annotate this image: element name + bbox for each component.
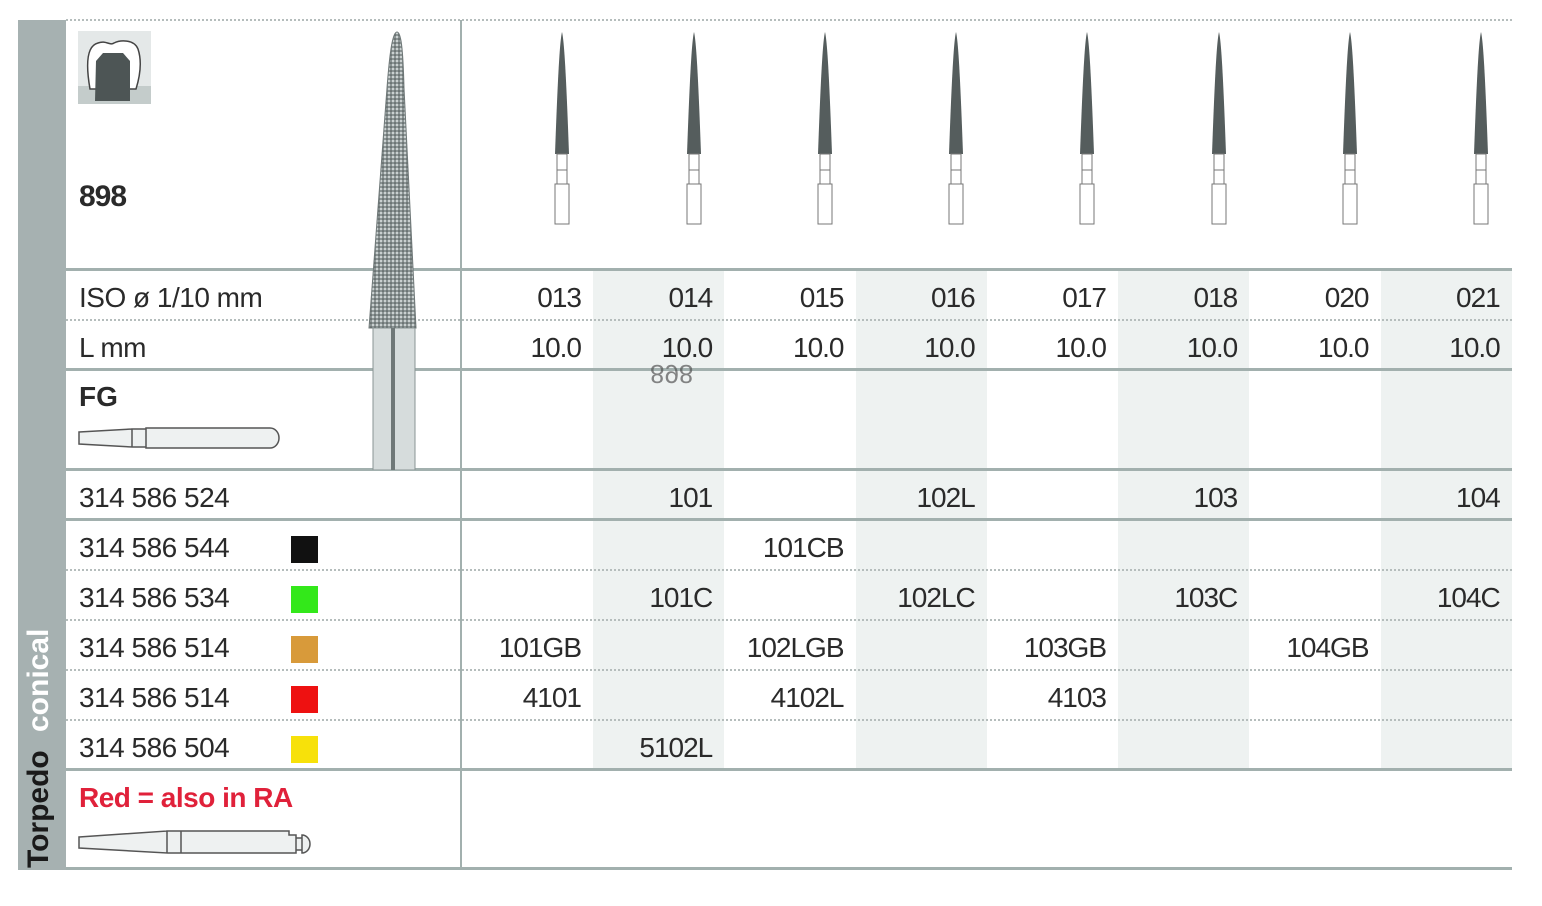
divider bbox=[66, 619, 1512, 621]
ref-number: 101C bbox=[649, 582, 713, 613]
order-code: 314 586 514 bbox=[79, 632, 230, 663]
ref-number: 104C bbox=[1436, 582, 1501, 613]
divider bbox=[66, 518, 1512, 521]
shank-type: FG bbox=[79, 381, 118, 412]
bur-image bbox=[948, 32, 964, 225]
ref-number: 101 bbox=[668, 482, 714, 513]
product-number: 898 bbox=[79, 180, 127, 213]
ra-shank-icon bbox=[78, 830, 311, 854]
ref-number: 102LC bbox=[897, 582, 976, 613]
top-border bbox=[66, 19, 1512, 21]
shape-label: Torpedo bbox=[22, 750, 55, 868]
ref-number: 103GB bbox=[1023, 632, 1107, 663]
length-value: 10.0 bbox=[924, 332, 976, 363]
ref-number: 102LGB bbox=[746, 632, 845, 663]
ref-number: 4103 bbox=[1047, 682, 1107, 713]
length-row-label: L mm bbox=[79, 332, 146, 363]
iso-size: 020 bbox=[1324, 282, 1370, 313]
bottom-border bbox=[66, 867, 1512, 870]
divider bbox=[66, 569, 1512, 571]
order-code: 314 586 504 bbox=[79, 732, 230, 763]
iso-size: 018 bbox=[1193, 282, 1239, 313]
bur-image bbox=[554, 32, 570, 225]
order-code: 314 586 524 bbox=[79, 482, 230, 513]
order-code: 314 586 514 bbox=[79, 682, 230, 713]
tooth-crown-icon bbox=[78, 31, 151, 104]
divider bbox=[66, 768, 1512, 771]
length-value: 10.0 bbox=[1055, 332, 1108, 363]
iso-size: 014 bbox=[668, 282, 714, 313]
ref-number: 101GB bbox=[498, 632, 582, 663]
column-divider bbox=[460, 20, 462, 870]
iso-size: 015 bbox=[799, 282, 845, 313]
ref-number: 102L bbox=[916, 482, 975, 513]
ref-number: 5102L bbox=[639, 732, 713, 763]
length-value: 10.0 bbox=[1186, 332, 1239, 363]
shape-sublabel: conical bbox=[22, 628, 55, 732]
iso-row-label: ISO ø 1/10 mm bbox=[79, 282, 263, 313]
ref-number: 103C bbox=[1174, 582, 1238, 613]
grit-color-swatch bbox=[291, 736, 318, 763]
bur-image bbox=[1473, 32, 1489, 225]
bur-image bbox=[686, 32, 701, 225]
ra-note: Red = also in RA bbox=[79, 782, 293, 813]
bur-image bbox=[817, 32, 833, 225]
divider bbox=[66, 319, 1512, 321]
ref-number: 4101 bbox=[522, 682, 582, 713]
fg-shank-icon bbox=[78, 427, 280, 449]
divider bbox=[66, 368, 1512, 371]
iso-size: 016 bbox=[931, 282, 976, 313]
divider bbox=[66, 669, 1512, 671]
divider bbox=[66, 468, 1512, 471]
length-value: 10.0 bbox=[530, 332, 583, 363]
grit-color-swatch bbox=[291, 586, 318, 613]
divider bbox=[66, 719, 1512, 721]
length-value: 10.0 bbox=[793, 332, 845, 363]
grit-color-swatch bbox=[291, 686, 318, 713]
bur-image bbox=[1079, 32, 1095, 225]
ref-number: 104GB bbox=[1286, 632, 1369, 663]
ref-number: 103 bbox=[1193, 482, 1239, 513]
iso-size: 017 bbox=[1062, 282, 1107, 313]
grit-color-swatch bbox=[291, 636, 318, 663]
order-code: 314 586 534 bbox=[79, 582, 230, 613]
bur-image bbox=[1342, 32, 1358, 225]
length-value: 10.0 bbox=[1449, 332, 1501, 363]
ref-number: 4102L bbox=[770, 682, 845, 713]
grit-color-swatch bbox=[291, 536, 318, 563]
length-value: 10.0 bbox=[1318, 332, 1370, 363]
bur-image bbox=[1211, 32, 1226, 225]
sidebar-strip: Torpedo conical bbox=[18, 20, 66, 870]
length-value: 10.0 bbox=[661, 332, 714, 363]
order-code: 314 586 544 bbox=[79, 532, 230, 563]
large-bur-image bbox=[368, 31, 417, 470]
ref-number: 104 bbox=[1456, 482, 1501, 513]
iso-size: 021 bbox=[1456, 282, 1501, 313]
divider bbox=[66, 268, 1512, 271]
iso-size: 013 bbox=[537, 282, 582, 313]
ref-number: 101CB bbox=[762, 532, 845, 563]
